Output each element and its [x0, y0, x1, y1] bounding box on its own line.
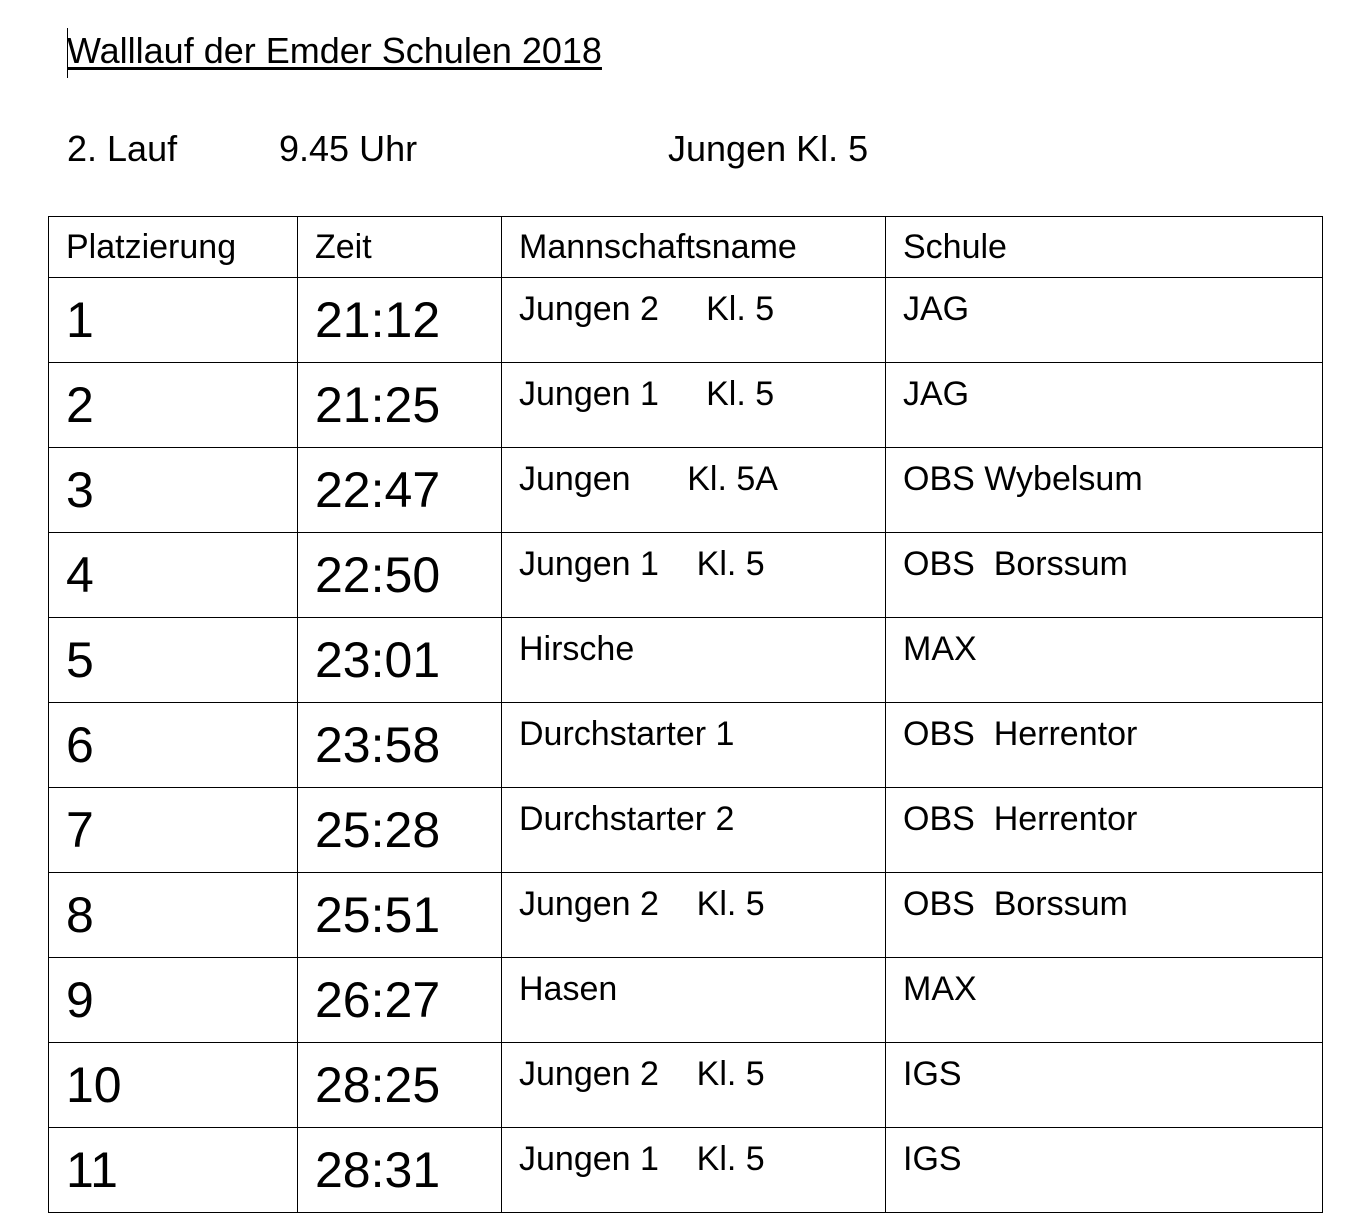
race: 2. Lauf [67, 128, 178, 169]
table-row: 9 26:27 Hasen MAX [48, 957, 1323, 1043]
school-cell: OBS Borssum [885, 532, 1323, 618]
table-row: 8 25:51 Jungen 2 Kl. 5 OBS Borssum [48, 872, 1323, 958]
table-row: 11 28:31 Jungen 1 Kl. 5 IGS [48, 1127, 1323, 1213]
team-cell: Jungen 2 Kl. 5 [501, 872, 886, 958]
rank-cell: 7 [48, 787, 298, 873]
table-row: 6 23:58 Durchstarter 1 OBS Herrentor [48, 702, 1323, 788]
title: Walllauf der Emder Schulen 2018 [67, 28, 602, 78]
table-row: 7 25:28 Durchstarter 2 OBS Herrentor [48, 787, 1323, 873]
school-cell: JAG [885, 277, 1323, 363]
school-cell: IGS [885, 1127, 1323, 1213]
time-cell: 25:28 [297, 787, 502, 873]
table-row: 3 22:47 Jungen Kl. 5A OBS Wybelsum [48, 447, 1323, 533]
team-cell: Jungen 2 Kl. 5 [501, 1042, 886, 1128]
school-cell: OBS Borssum [885, 872, 1323, 958]
time-cell: 21:12 [297, 277, 502, 363]
school-cell: OBS Herrentor [885, 702, 1323, 788]
school-cell: OBS Herrentor [885, 787, 1323, 873]
rank-cell: 9 [48, 957, 298, 1043]
school-cell: MAX [885, 617, 1323, 703]
rank-cell: 6 [48, 702, 298, 788]
team-cell: Jungen Kl. 5A [501, 447, 886, 533]
team-cell: Hirsche [501, 617, 886, 703]
rank-cell: 1 [48, 277, 298, 363]
time-cell: 23:58 [297, 702, 502, 788]
table-row: 5 23:01 Hirsche MAX [48, 617, 1323, 703]
rank-cell: 3 [48, 447, 298, 533]
school-cell: IGS [885, 1042, 1323, 1128]
rank-cell: 10 [48, 1042, 298, 1128]
column-header: Mannschaftsname [501, 216, 886, 278]
header-row: Platzierung Zeit Mannschaftsname Schule [48, 216, 1323, 278]
rank-cell: 11 [48, 1127, 298, 1213]
rank-cell: 2 [48, 362, 298, 448]
rank-cell: 8 [48, 872, 298, 958]
column-header: Platzierung [48, 216, 298, 278]
team-cell: Jungen 1 Kl. 5 [501, 1127, 886, 1213]
table-row: 4 22:50 Jungen 1 Kl. 5 OBS Borssum [48, 532, 1323, 618]
time-cell: 22:47 [297, 447, 502, 533]
time-cell: 21:25 [297, 362, 502, 448]
rank-cell: 5 [48, 617, 298, 703]
team-cell: Hasen [501, 957, 886, 1043]
group: Jungen Kl. 5 [668, 128, 869, 169]
results-table: Platzierung Zeit Mannschaftsname Schule 1 21… [48, 216, 1323, 1213]
school-cell: MAX [885, 957, 1323, 1043]
time-cell: 23:01 [297, 617, 502, 703]
school-cell: JAG [885, 362, 1323, 448]
team-cell: Durchstarter 2 [501, 787, 886, 873]
start-time: 9.45 Uhr [279, 128, 418, 169]
team-cell: Durchstarter 1 [501, 702, 886, 788]
team-cell: Jungen 1 Kl. 5 [501, 532, 886, 618]
time-cell: 28:31 [297, 1127, 502, 1213]
table-body: 1 21:12 Jungen 2 Kl. 5 JAG 2 21:25 Jungen 1 Kl… [48, 277, 1323, 1213]
table-row: 1 21:12 Jungen 2 Kl. 5 JAG [48, 277, 1323, 363]
team-cell: Jungen 2 Kl. 5 [501, 277, 886, 363]
time-cell: 25:51 [297, 872, 502, 958]
time-cell: 22:50 [297, 532, 502, 618]
rank-cell: 4 [48, 532, 298, 618]
table-row: 10 28:25 Jungen 2 Kl. 5 IGS [48, 1042, 1323, 1128]
team-cell: Jungen 1 Kl. 5 [501, 362, 886, 448]
school-cell: OBS Wybelsum [885, 447, 1323, 533]
page: {"header": {"title": "Walllauf der Emder… [48, 28, 1323, 1213]
time-cell: 26:27 [297, 957, 502, 1043]
column-header: Zeit [297, 216, 502, 278]
time-cell: 28:25 [297, 1042, 502, 1128]
column-header: Schule [885, 216, 1323, 278]
table-row: 2 21:25 Jungen 1 Kl. 5 JAG [48, 362, 1323, 448]
